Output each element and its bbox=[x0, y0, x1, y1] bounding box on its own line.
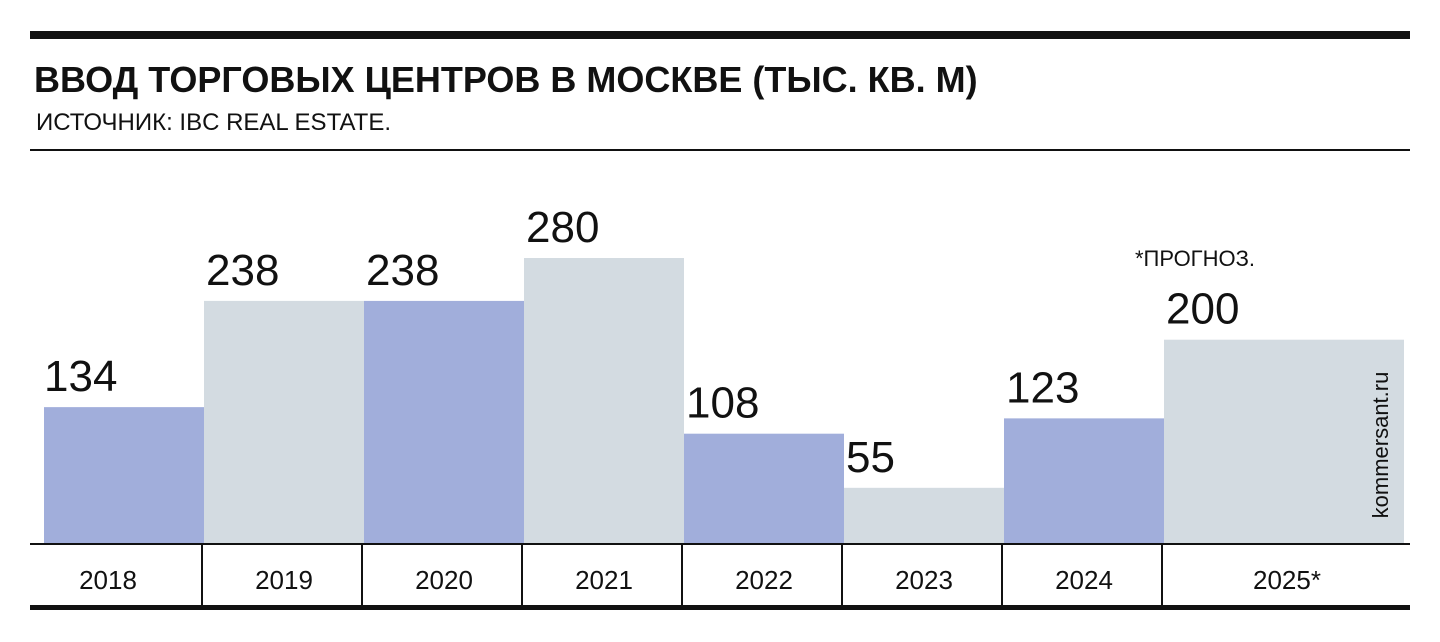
value-label: 55 bbox=[846, 433, 895, 482]
x-tick-label: 2019 bbox=[255, 565, 313, 595]
bottom-rule bbox=[30, 605, 1410, 610]
value-label: 108 bbox=[686, 379, 759, 428]
value-label: 238 bbox=[206, 246, 279, 295]
bar bbox=[684, 433, 844, 544]
x-tick-label: 2021 bbox=[575, 565, 633, 595]
x-tick-label: 2025* bbox=[1253, 565, 1321, 595]
value-label: 123 bbox=[1006, 363, 1079, 412]
value-label: 280 bbox=[526, 203, 599, 252]
annotation: *ПРОГНОЗ. bbox=[1135, 246, 1255, 271]
x-tick-label: 2024 bbox=[1055, 565, 1113, 595]
x-tick-label: 2023 bbox=[895, 565, 953, 595]
bar bbox=[44, 407, 204, 544]
bar bbox=[844, 487, 1004, 544]
bar bbox=[364, 300, 524, 544]
top-rule bbox=[30, 31, 1410, 39]
chart-subtitle: ИСТОЧНИК: IBC REAL ESTATE. bbox=[36, 109, 391, 136]
x-tick-label: 2022 bbox=[735, 565, 793, 595]
bar bbox=[524, 258, 684, 544]
credit: kommersant.ru bbox=[1368, 372, 1393, 519]
chart-title: ВВОД ТОРГОВЫХ ЦЕНТРОВ В МОСКВЕ (ТЫС. КВ.… bbox=[34, 59, 978, 100]
bar bbox=[1004, 418, 1164, 544]
bar bbox=[1164, 339, 1404, 544]
value-label: 238 bbox=[366, 246, 439, 295]
bar bbox=[204, 300, 364, 544]
value-label: 200 bbox=[1166, 285, 1239, 334]
value-label: 134 bbox=[44, 352, 117, 401]
x-tick-label: 2020 bbox=[415, 565, 473, 595]
x-tick-label: 2018 bbox=[79, 565, 137, 595]
